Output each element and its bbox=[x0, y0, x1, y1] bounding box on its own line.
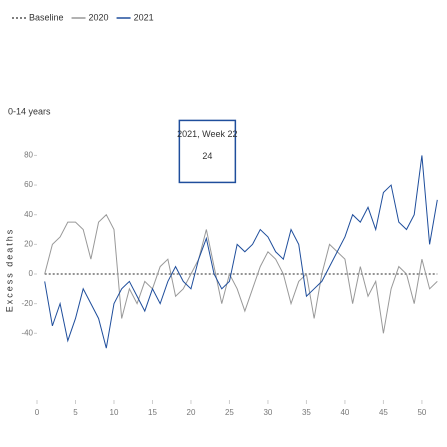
y-tick-label: 40 bbox=[24, 210, 33, 219]
y-tick-label: 20 bbox=[24, 239, 33, 248]
legend-label: 2020 bbox=[89, 12, 109, 22]
x-tick-label: 20 bbox=[187, 408, 196, 417]
y-axis-title: Excess deaths bbox=[4, 228, 14, 313]
y-tick-label: 0 bbox=[29, 269, 34, 278]
y-tick-label: 80 bbox=[24, 151, 33, 160]
y-tick-label: 60 bbox=[24, 180, 33, 189]
x-tick-label: 15 bbox=[148, 408, 157, 417]
y-tick-label: -20 bbox=[21, 299, 33, 308]
tooltip-value: 24 bbox=[202, 151, 212, 161]
x-tick-label: 5 bbox=[73, 408, 78, 417]
x-tick-label: 40 bbox=[340, 408, 349, 417]
legend-label: 2021 bbox=[134, 12, 154, 22]
x-tick-label: 30 bbox=[263, 408, 272, 417]
tooltip: 2021, Week 22 24 bbox=[177, 119, 238, 184]
legend-label: Baseline bbox=[29, 12, 64, 22]
x-tick-label: 25 bbox=[225, 408, 234, 417]
series-line bbox=[44, 213, 438, 334]
subtitle: 0-14 years bbox=[8, 106, 51, 116]
y-tick-label: -40 bbox=[21, 328, 33, 337]
series-line bbox=[44, 155, 438, 349]
tooltip-title: 2021, Week 22 bbox=[177, 129, 237, 139]
x-tick-label: 35 bbox=[302, 408, 311, 417]
x-tick-label: 45 bbox=[379, 408, 388, 417]
tooltip-box bbox=[178, 119, 237, 184]
x-tick-label: 10 bbox=[110, 408, 119, 417]
x-tick-label: 50 bbox=[417, 408, 426, 417]
x-tick-label: 0 bbox=[35, 408, 40, 417]
